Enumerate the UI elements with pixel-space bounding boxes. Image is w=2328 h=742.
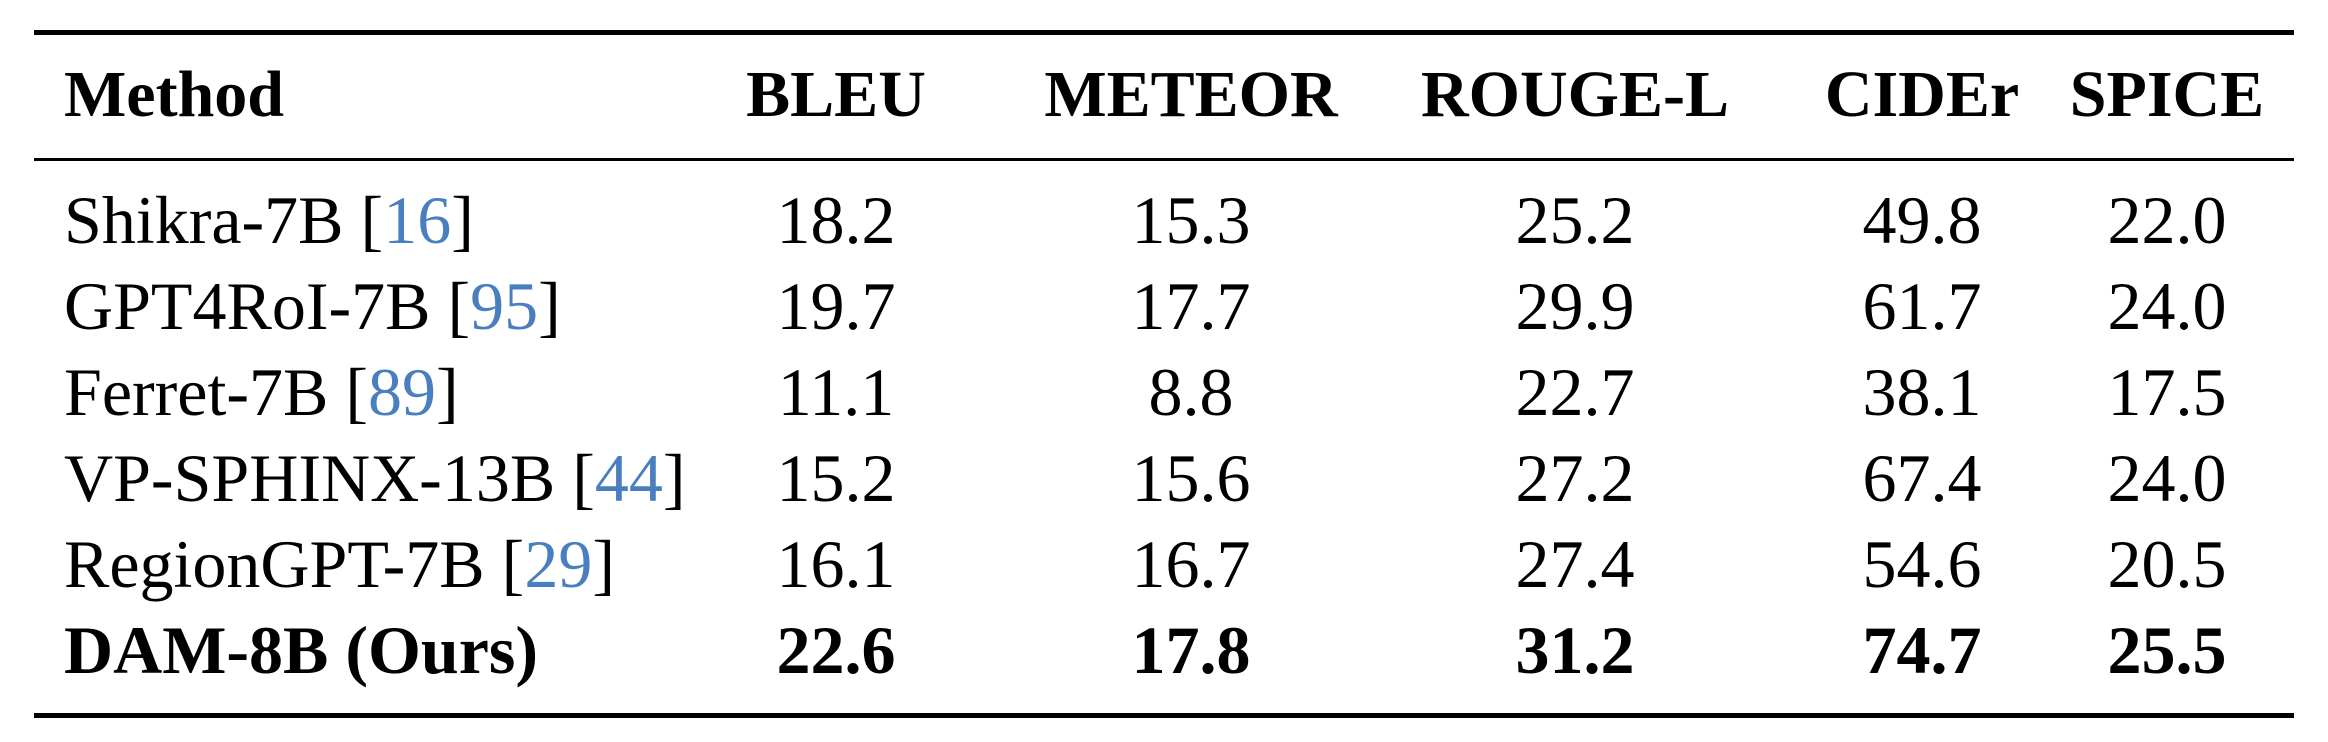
citation-link[interactable]: 95 (470, 268, 539, 344)
spice-cell: 17.5 (2107, 354, 2227, 430)
table-row: RegionGPT-7B [29] 16.1 16.7 27.4 54.6 20… (34, 521, 2294, 607)
cider-cell: 54.6 (1862, 526, 1982, 602)
meteor-cell: 15.3 (1131, 182, 1251, 258)
spice-cell: 22.0 (2107, 182, 2227, 258)
citation-link[interactable]: 44 (594, 440, 663, 516)
method-cell: VP-SPHINX-13B [44] (64, 440, 686, 516)
rouge-l-cell: 22.7 (1515, 354, 1635, 430)
meteor-cell: 15.6 (1131, 440, 1251, 516)
citation-link[interactable]: 89 (368, 354, 437, 430)
cider-cell: 67.4 (1862, 440, 1982, 516)
bottom-rule (34, 713, 2294, 718)
header-cider: CIDEr (1824, 58, 2020, 131)
method-cell: RegionGPT-7B [29] (64, 526, 615, 602)
table-row: Shikra-7B [16] 18.2 15.3 25.2 49.8 22.0 (34, 177, 2294, 263)
citation-link[interactable]: 29 (524, 526, 593, 602)
bleu-cell: 18.2 (776, 182, 896, 258)
method-cell: Shikra-7B [16] (64, 182, 474, 258)
spice-cell: 24.0 (2107, 440, 2227, 516)
rouge-l-cell: 27.4 (1515, 526, 1635, 602)
method-name: Shikra-7B (64, 182, 344, 258)
bleu-cell: 19.7 (776, 268, 896, 344)
header-rouge-l: ROUGE-L (1420, 58, 1730, 131)
header-method: Method (64, 58, 284, 131)
table-row: GPT4RoI-7B [95] 19.7 17.7 29.9 61.7 24.0 (34, 263, 2294, 349)
header-spice: SPICE (2069, 58, 2265, 131)
bleu-cell: 16.1 (776, 526, 896, 602)
cider-cell: 74.7 (1862, 612, 1982, 688)
method-name: RegionGPT-7B (64, 526, 485, 602)
cider-cell: 38.1 (1862, 354, 1982, 430)
table-row: VP-SPHINX-13B [44] 15.2 15.6 27.2 67.4 2… (34, 435, 2294, 521)
rouge-l-cell: 31.2 (1515, 612, 1635, 688)
header-row: Method BLEU METEOR ROUGE-L CIDEr SPICE (34, 52, 2294, 138)
method-name: Ferret-7B (64, 354, 329, 430)
meteor-cell: 16.7 (1131, 526, 1251, 602)
meteor-cell: 8.8 (1148, 354, 1234, 430)
citation-link[interactable]: 16 (383, 182, 452, 258)
rouge-l-cell: 29.9 (1515, 268, 1635, 344)
header-meteor: METEOR (1044, 58, 1338, 131)
method-name: GPT4RoI-7B (64, 268, 431, 344)
header-bleu: BLEU (746, 58, 926, 131)
method-name: DAM-8B (Ours) (64, 612, 539, 688)
rouge-l-cell: 27.2 (1515, 440, 1635, 516)
method-cell: GPT4RoI-7B [95] (64, 268, 561, 344)
meteor-cell: 17.7 (1131, 268, 1251, 344)
cider-cell: 49.8 (1862, 182, 1982, 258)
bleu-cell: 22.6 (776, 612, 896, 688)
spice-cell: 25.5 (2107, 612, 2227, 688)
bleu-cell: 15.2 (776, 440, 896, 516)
meteor-cell: 17.8 (1131, 612, 1251, 688)
cider-cell: 61.7 (1862, 268, 1982, 344)
header-rule (34, 158, 2294, 161)
bleu-cell: 11.1 (777, 354, 895, 430)
spice-cell: 20.5 (2107, 526, 2227, 602)
top-rule (34, 30, 2294, 35)
method-name: VP-SPHINX-13B (64, 440, 556, 516)
method-cell: Ferret-7B [89] (64, 354, 459, 430)
spice-cell: 24.0 (2107, 268, 2227, 344)
table-row-ours: DAM-8B (Ours) 22.6 17.8 31.2 74.7 25.5 (34, 607, 2294, 693)
rouge-l-cell: 25.2 (1515, 182, 1635, 258)
table-row: Ferret-7B [89] 11.1 8.8 22.7 38.1 17.5 (34, 349, 2294, 435)
